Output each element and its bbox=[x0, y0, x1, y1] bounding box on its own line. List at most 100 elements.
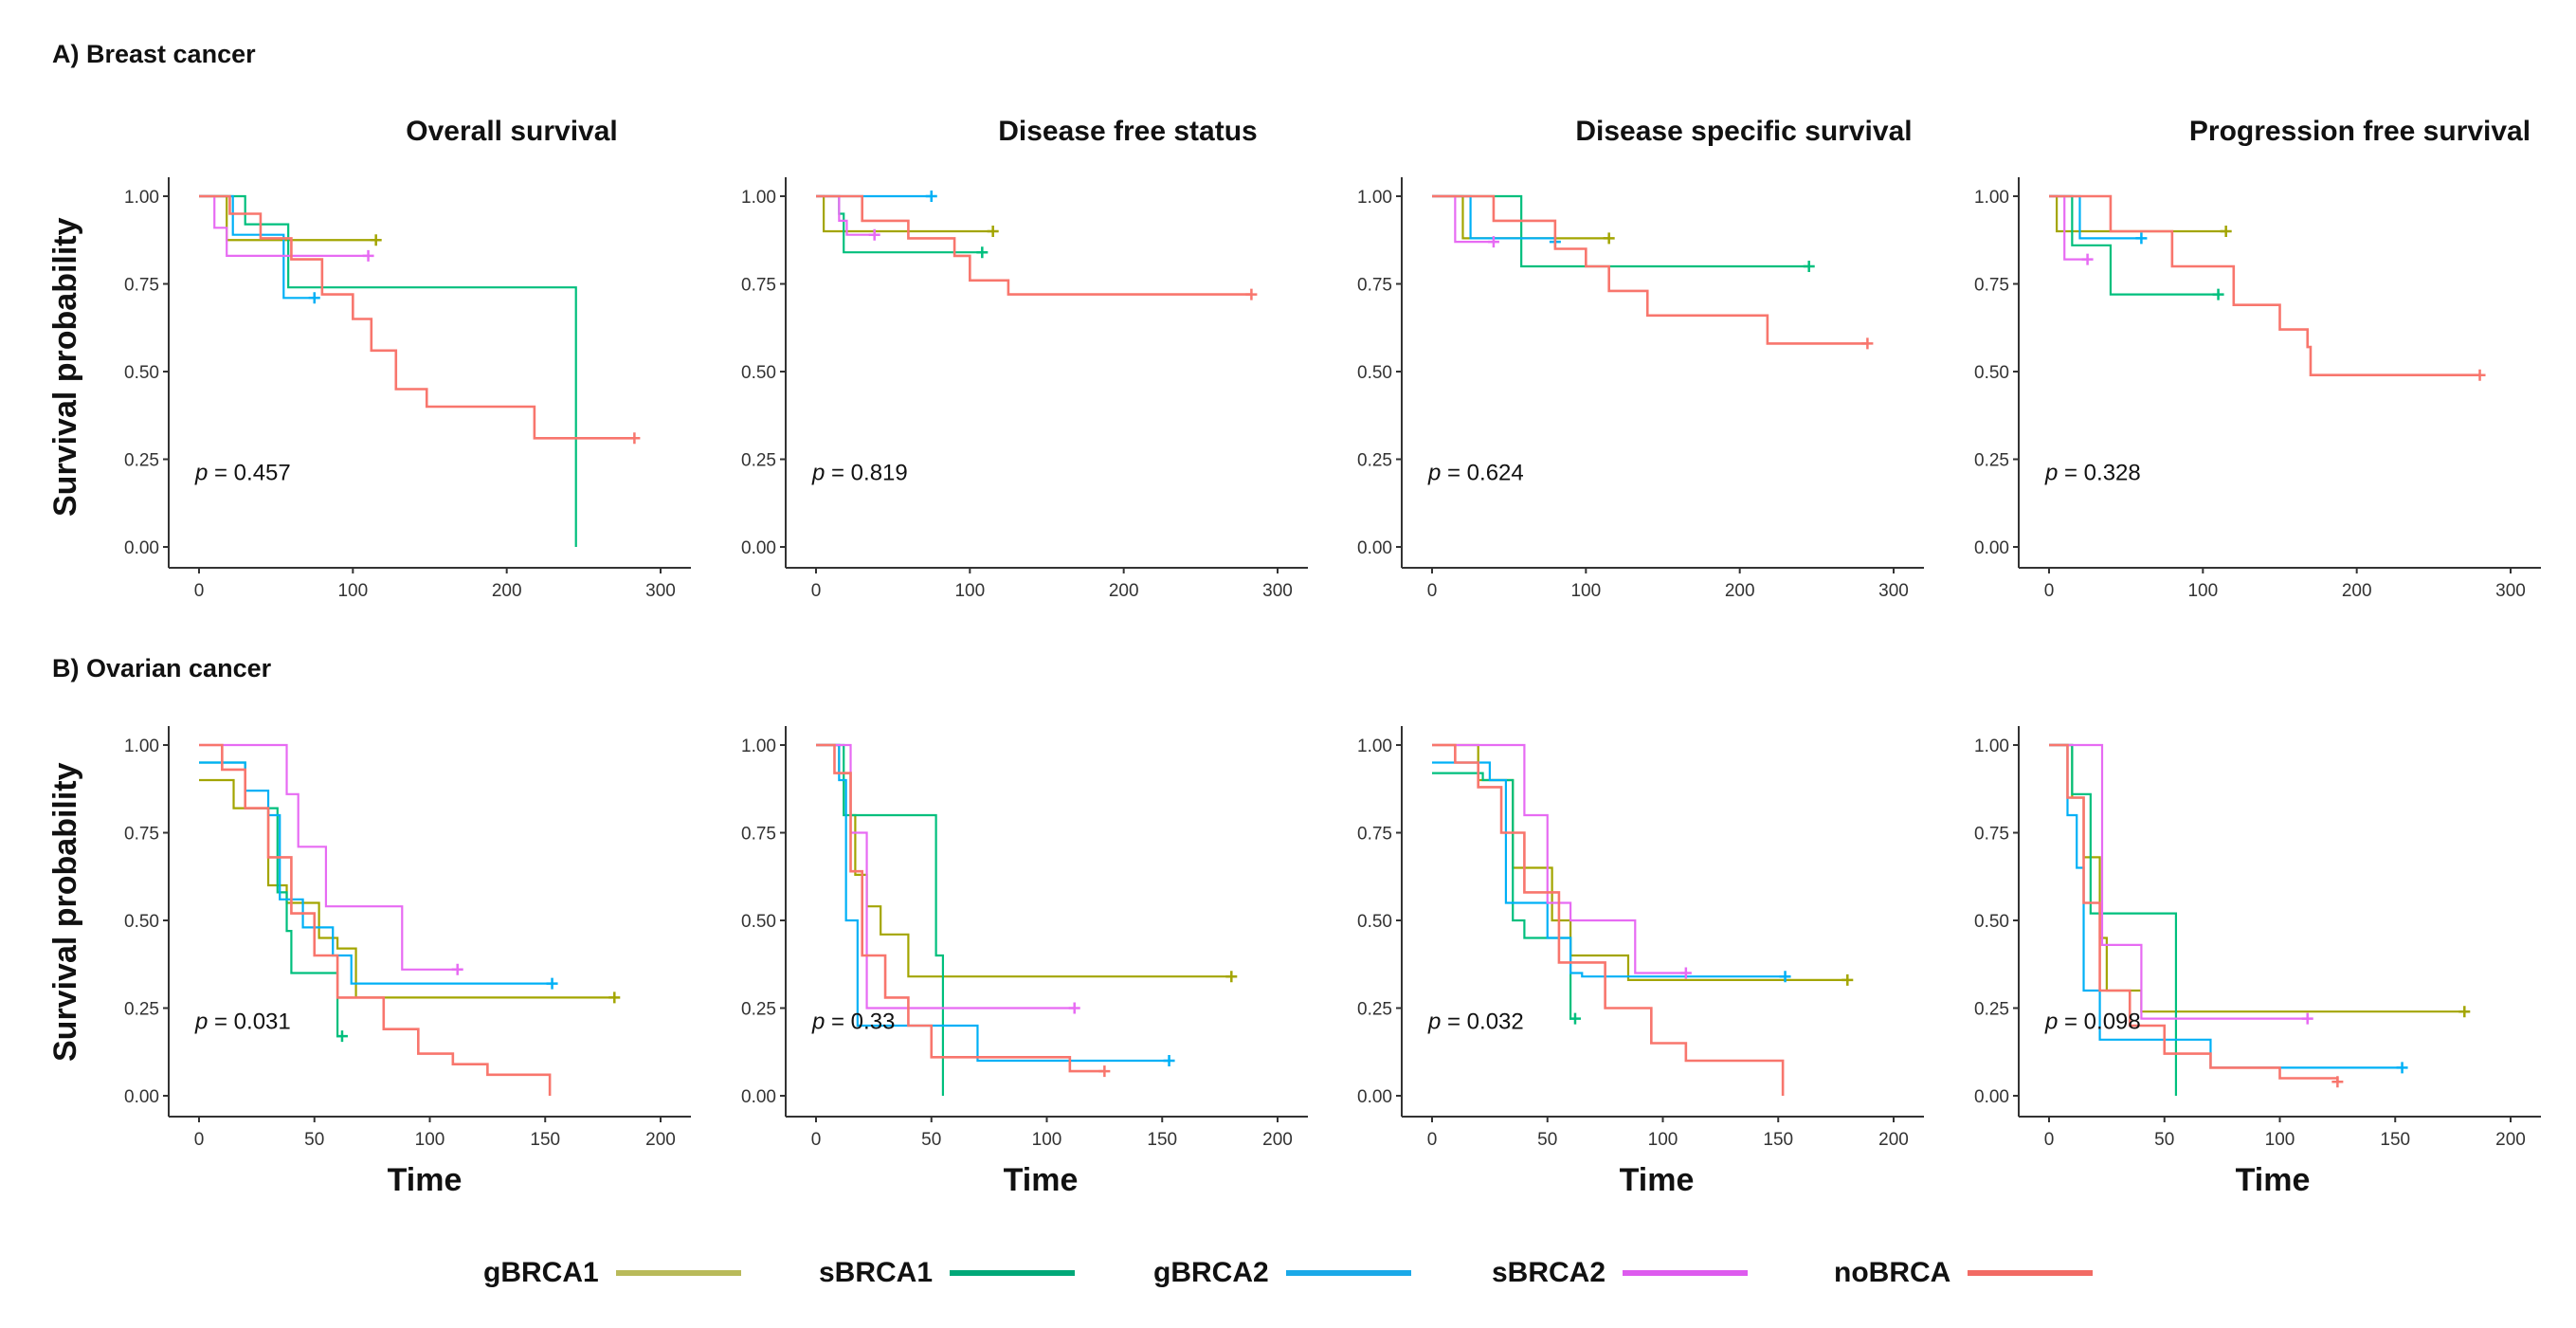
km-curve-sbrca1 bbox=[2049, 194, 2219, 296]
censor-mark bbox=[1779, 971, 1791, 983]
y-tick-label: 0.25 bbox=[741, 1000, 776, 1020]
y-tick-label: 0.75 bbox=[124, 276, 159, 296]
x-tick-label: 300 bbox=[1262, 581, 1293, 601]
y-tick-label: 1.00 bbox=[1357, 737, 1392, 756]
y-tick-label: 1.00 bbox=[1974, 737, 2009, 756]
y-tick-label: 0.25 bbox=[124, 1000, 159, 1020]
y-tick-label: 1.00 bbox=[741, 737, 776, 756]
censor-mark bbox=[868, 228, 880, 241]
y-tick-label: 0.50 bbox=[1974, 912, 2009, 932]
censor-mark bbox=[2474, 369, 2486, 381]
censor-mark bbox=[370, 234, 382, 246]
legend-label: gBRCA1 bbox=[483, 1257, 599, 1288]
x-tick-label: 100 bbox=[2187, 581, 2218, 601]
legend-label: gBRCA2 bbox=[1153, 1257, 1269, 1288]
y-tick-label: 0.25 bbox=[1357, 1000, 1392, 1020]
km-curve-nobrca bbox=[1432, 743, 1785, 1096]
censor-mark bbox=[451, 963, 463, 975]
legend-label: sBRCA2 bbox=[1492, 1257, 1606, 1288]
y-tick-label: 0.50 bbox=[1974, 363, 2009, 383]
km-curve-nobrca bbox=[1432, 194, 1868, 345]
censor-mark bbox=[2458, 1006, 2471, 1018]
km-curve-gbrca1 bbox=[2049, 743, 2465, 1013]
censor-mark bbox=[628, 432, 641, 445]
censor-mark bbox=[1861, 337, 1874, 350]
x-axis-label-2: Time bbox=[1003, 1162, 1079, 1198]
km-curve-gbrca2 bbox=[816, 743, 1170, 1063]
x-tick-label: 0 bbox=[194, 581, 205, 601]
km-curve-gbrca1 bbox=[816, 743, 1232, 978]
censor-mark bbox=[336, 1030, 348, 1043]
y-tick-label: 0.75 bbox=[1357, 825, 1392, 845]
p-label: p bbox=[811, 461, 825, 486]
km-curve-nobrca bbox=[199, 194, 635, 440]
km-curve-nobrca bbox=[2049, 743, 2339, 1082]
y-tick-label: 0.25 bbox=[1974, 451, 2009, 471]
x-tick-label: 200 bbox=[492, 581, 522, 601]
y-tick-label: 1.00 bbox=[741, 188, 776, 208]
censor-mark bbox=[2081, 253, 2094, 265]
y-tick-label: 1.00 bbox=[1974, 188, 2009, 208]
x-tick-label: 150 bbox=[530, 1130, 560, 1150]
y-tick-label: 0.00 bbox=[124, 1087, 159, 1107]
y-tick-label: 0.50 bbox=[124, 363, 159, 383]
y-tick-label: 0.25 bbox=[1357, 451, 1392, 471]
legend-item-nobrca: noBRCA bbox=[1834, 1257, 2094, 1289]
km-curve-sbrca2 bbox=[2049, 743, 2308, 1020]
section-title-breast: A) Breast cancer bbox=[52, 40, 256, 68]
x-tick-label: 200 bbox=[645, 1130, 676, 1150]
x-tick-label: 200 bbox=[2342, 581, 2372, 601]
censor-mark bbox=[976, 246, 989, 259]
x-axis-label-4: Time bbox=[2235, 1162, 2311, 1198]
panel-title-overall-survival: Overall survival bbox=[406, 116, 618, 147]
censor-mark bbox=[1098, 1065, 1111, 1078]
km-curve-sbrca2 bbox=[1432, 743, 1686, 974]
x-tick-label: 200 bbox=[1878, 1130, 1909, 1150]
x-tick-label: 50 bbox=[2154, 1130, 2174, 1150]
x-tick-label: 0 bbox=[811, 581, 822, 601]
p-value: = 0.098 bbox=[2064, 1010, 2141, 1035]
x-tick-label: 100 bbox=[1570, 581, 1601, 601]
censor-mark bbox=[1245, 288, 1258, 300]
x-tick-label: 200 bbox=[1109, 581, 1139, 601]
legend-label: sBRCA1 bbox=[819, 1257, 934, 1288]
p-label: p bbox=[194, 1010, 208, 1035]
p-label: p bbox=[194, 461, 208, 486]
km-curve-gbrca2 bbox=[1432, 761, 1786, 978]
censor-mark bbox=[2396, 1062, 2408, 1074]
censor-mark bbox=[546, 977, 558, 990]
p-label: p bbox=[1427, 461, 1441, 486]
censor-mark bbox=[1163, 1055, 1175, 1066]
y-tick-label: 0.75 bbox=[1974, 825, 2009, 845]
censor-mark bbox=[1487, 236, 1499, 248]
x-tick-label: 200 bbox=[1262, 1130, 1293, 1150]
legend-item-sbrca1: sBRCA1 bbox=[819, 1257, 1076, 1289]
panel-title-progression-free: Progression free survival bbox=[2188, 116, 2531, 147]
y-tick-label: 0.50 bbox=[1357, 912, 1392, 932]
km-curve-gbrca2 bbox=[2049, 743, 2403, 1069]
y-tick-label: 1.00 bbox=[1357, 188, 1392, 208]
km-curve-sbrca1 bbox=[1432, 194, 1809, 268]
x-tick-label: 50 bbox=[1537, 1130, 1557, 1150]
y-tick-label: 0.25 bbox=[741, 451, 776, 471]
p-value: = 0.624 bbox=[1447, 461, 1524, 486]
km-curve-nobrca bbox=[816, 194, 1252, 296]
censor-mark bbox=[1679, 967, 1692, 979]
y-tick-label: 0.25 bbox=[124, 451, 159, 471]
y-tick-label: 0.25 bbox=[1974, 1000, 2009, 1020]
p-label: p bbox=[811, 1010, 825, 1035]
km-curve-sbrca2 bbox=[816, 743, 1075, 1010]
x-tick-label: 50 bbox=[304, 1130, 324, 1150]
legend-item-gbrca2: gBRCA2 bbox=[1153, 1257, 1411, 1289]
panel-title-disease-specific: Disease specific survival bbox=[1575, 116, 1913, 147]
km-curve-gbrca1 bbox=[199, 778, 615, 999]
y-tick-label: 0.75 bbox=[741, 276, 776, 296]
km-curve-sbrca2 bbox=[816, 194, 875, 236]
legend-item-sbrca2: sBRCA2 bbox=[1492, 1257, 1749, 1289]
x-tick-label: 300 bbox=[645, 581, 676, 601]
p-value: = 0.457 bbox=[214, 461, 291, 486]
censor-mark bbox=[1803, 261, 1815, 272]
censor-mark bbox=[1068, 1002, 1080, 1014]
x-tick-label: 200 bbox=[1725, 581, 1755, 601]
